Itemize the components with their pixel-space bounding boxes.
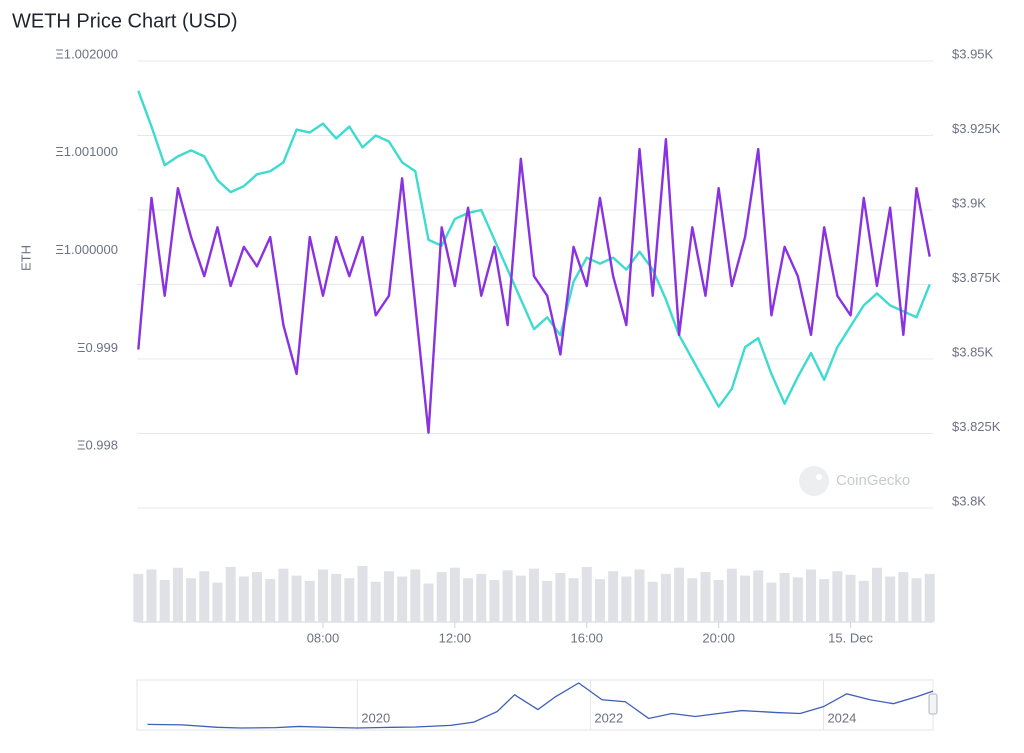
y2-tick-label: $3.85K [952,344,994,359]
volume-bar [344,578,355,622]
volume-bar [172,567,183,622]
y-tick-label: Ξ1.002000 [55,46,118,61]
volume-bar [186,578,197,622]
volume-bar [660,573,671,622]
watermark-logo [799,466,829,496]
watermark: CoinGecko [836,472,910,489]
volume-bar [370,581,381,622]
volume-bar [700,572,711,622]
chart-title: WETH Price Chart (USD) [12,10,238,32]
volume-bar [133,573,144,622]
volume-bar [317,569,328,622]
navigator-line [147,682,934,729]
volume-bar [146,569,157,622]
volume-bar [924,573,935,622]
volume-bar [608,571,619,622]
volume-bar [199,571,210,622]
volume-bar [265,579,276,622]
volume-bar [687,578,698,622]
volume-bar [278,568,289,622]
volume-bar [858,580,869,622]
volume-bar [647,581,658,622]
volume-bar [410,569,421,622]
y2-tick-label: $3.825K [952,419,1001,434]
y2-tick-label: $3.9K [952,195,986,210]
x-tick-label: 08:00 [307,630,340,645]
volume-bar [397,576,408,622]
volume-bar [304,580,315,622]
volume-bar [898,572,909,622]
volume-bar [740,575,751,622]
volume-bar [159,580,170,622]
navigator-tick-label: 2020 [361,710,390,725]
price-line [137,90,931,408]
navigator-handle[interactable] [928,693,938,715]
volume-bar [594,579,605,622]
y-tick-label: Ξ0.999 [77,340,118,355]
volume-bar [423,583,434,622]
price-line [137,138,931,434]
y2-tick-label: $3.95K [952,46,994,61]
volume-bar [529,568,540,622]
x-tick-label: 16:00 [570,630,603,645]
volume-bar [792,577,803,622]
volume-bar [436,572,447,622]
volume-bar [726,568,737,622]
volume-bar [463,578,474,622]
volume-bar [555,573,566,622]
volume-bar [515,575,526,622]
volume-bar [225,566,236,622]
volume-bar [238,576,249,622]
volume-bar [634,569,645,622]
y-tick-label: Ξ1.000000 [55,242,118,257]
volume-bar [291,575,302,622]
y-axis-label: ETH [18,245,33,271]
volume-bar [489,580,500,622]
navigator-tick-label: 2024 [827,710,856,725]
volume-bar [357,566,368,622]
volume-bar [871,567,882,622]
volume-bar [832,571,843,622]
volume-bar [252,572,263,622]
volume-bar [805,569,816,622]
y-tick-label: Ξ1.001000 [55,144,118,159]
volume-bar [581,566,592,622]
volume-bar [819,579,830,622]
volume-bar [779,573,790,622]
volume-bar [674,567,685,622]
volume-bar [713,580,724,622]
volume-bar [449,567,460,622]
volume-bar [542,580,553,622]
volume-bar [476,573,487,622]
navigator-frame [136,679,934,731]
volume-bar [212,582,223,622]
y2-tick-label: $3.8K [952,493,986,508]
volume-bar [753,570,764,622]
x-tick-label: 15. Dec [828,630,873,645]
navigator-tick-label: 2022 [594,710,623,725]
y-tick-label: Ξ0.998 [77,438,118,453]
x-tick-label: 12:00 [439,630,472,645]
volume-bar [621,576,632,622]
y2-tick-label: $3.925K [952,121,1001,136]
y2-tick-label: $3.875K [952,270,1001,285]
volume-bar [766,582,777,622]
volume-bar [502,570,513,622]
volume-bar [885,576,896,622]
volume-bar [845,574,856,622]
volume-bar [331,573,342,622]
volume-bar [568,578,579,622]
volume-bar [911,578,922,622]
x-tick-label: 20:00 [702,630,735,645]
volume-bar [383,571,394,622]
